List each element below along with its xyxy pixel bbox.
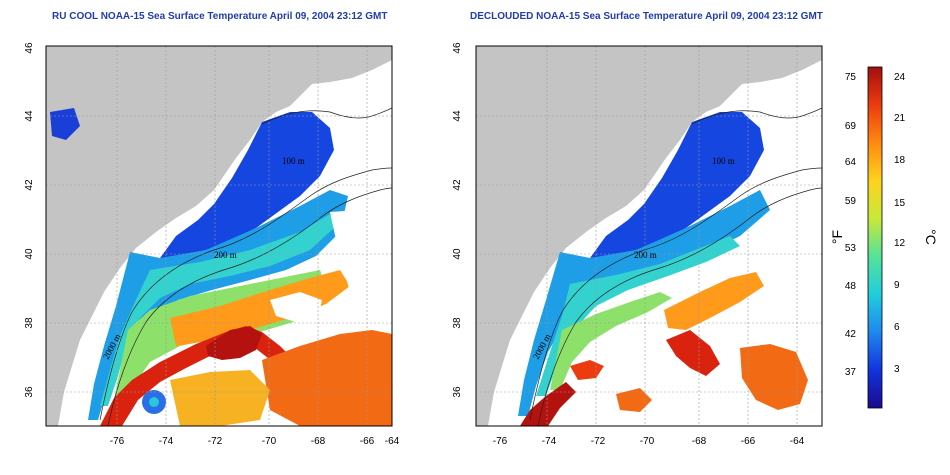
left-lon-tick: -64 [385, 436, 400, 447]
right-lat-ticks: 36 38 40 42 44 46 [452, 42, 463, 398]
gulf-stream-core [100, 326, 302, 426]
warm-patch-center-right [570, 360, 604, 380]
contour-200m [99, 167, 392, 421]
right-lon-tick: -66 [741, 436, 756, 447]
right-map-title: DECLOUDED NOAA-15 Sea Surface Temperatur… [470, 11, 823, 22]
contour-2000m [107, 187, 392, 426]
left-lon-tick: -66 [360, 436, 375, 447]
colorbar-f-tick: 59 [845, 196, 857, 207]
colorbar-f-tick: 69 [845, 121, 857, 132]
contour-100m [261, 107, 392, 125]
colorbar-c-tick: 12 [894, 238, 906, 249]
left-lat-tick: 42 [24, 179, 35, 191]
contour-label-100m-right: 100 m [712, 156, 735, 166]
colorbar-c-tick: 9 [894, 280, 900, 291]
colorbar-c-tick: 21 [894, 113, 906, 124]
colorbar-f-tick: 37 [845, 367, 857, 378]
right-lat-tick: 46 [452, 42, 463, 54]
left-map-title: RU COOL NOAA-15 Sea Surface Temperature … [52, 11, 388, 22]
colorbar-f-tick: 48 [845, 281, 857, 292]
right-lat-tick: 36 [452, 386, 463, 398]
left-lon-tick: -74 [159, 436, 174, 447]
right-lon-tick: -70 [640, 436, 655, 447]
right-lon-tick: -64 [790, 436, 805, 447]
warm-ring-red [206, 326, 262, 360]
left-lat-tick: 44 [24, 110, 35, 122]
slope-water-green-right [550, 292, 672, 390]
left-lon-tick: -70 [262, 436, 277, 447]
right-map-content [476, 46, 822, 426]
left-lat-tick: 36 [24, 386, 35, 398]
cold-water-nw-patch [50, 108, 80, 140]
colorbar-c-ticks: 24 21 18 15 12 9 6 3 [894, 72, 906, 375]
contour-200m-right [529, 167, 822, 421]
colorbar-f-ticks: 75 69 64 59 53 48 42 37 [845, 72, 857, 378]
right-lon-tick: -76 [493, 436, 508, 447]
left-lat-tick: 40 [24, 248, 35, 260]
left-map-frame [45, 45, 393, 427]
shelf-slope-water-right [536, 236, 740, 396]
colorbar-f-tick: 53 [845, 243, 857, 254]
right-lat-tick: 40 [452, 248, 463, 260]
colorbar-c-tick: 6 [894, 322, 900, 333]
contour-label-100m-left: 100 m [282, 156, 305, 166]
left-lon-tick: -72 [208, 436, 223, 447]
left-grid [46, 46, 392, 426]
right-lon-ticks: -76 -74 -72 -70 -68 -66 -64 [493, 436, 805, 447]
right-lon-tick: -72 [591, 436, 606, 447]
colorbar-c-tick: 24 [894, 72, 906, 83]
cold-eddy-core [149, 397, 159, 407]
right-lat-tick: 44 [452, 110, 463, 122]
left-lat-ticks: 36 38 40 42 44 46 [24, 42, 35, 398]
land-north-america-right [476, 46, 822, 426]
right-map: 100 m 200 m 2000 m [475, 45, 823, 427]
warm-patch-far-south-right [616, 388, 652, 412]
colorbar-c-tick: 15 [894, 198, 906, 209]
sargasso-warm-water [262, 330, 392, 426]
left-lon-ticks: -76 -74 -72 -70 -68 -66 -64 [110, 436, 400, 447]
gulf-stream-south-right [520, 382, 576, 426]
left-lon-tick: -68 [311, 436, 326, 447]
right-map-frame [475, 45, 823, 427]
left-lon-tick: -76 [110, 436, 125, 447]
contour-2000m-right [537, 187, 822, 426]
right-grid [476, 46, 822, 426]
colorbar-c-tick: 18 [894, 155, 906, 166]
contour-100m-right [691, 107, 822, 125]
left-lat-tick: 46 [24, 42, 35, 54]
right-lat-tick: 38 [452, 317, 463, 329]
colorbar-unit-fahrenheit: °F [829, 230, 845, 244]
colorbar-c-tick: 3 [894, 364, 900, 375]
warm-patch-se-right [740, 344, 808, 410]
colorbar-unit-celsius: °C [923, 229, 939, 245]
right-lat-tick: 42 [452, 179, 463, 191]
colorbar-f-tick: 75 [845, 72, 857, 83]
colorbar-scale [867, 66, 883, 409]
cloud-gap-se [270, 292, 322, 322]
right-lon-tick: -74 [542, 436, 557, 447]
sargasso-mix [170, 370, 270, 426]
left-map: 100 m 200 m 2000 m [45, 45, 393, 427]
cloud-gap-east [330, 210, 392, 310]
colorbar-f-tick: 42 [845, 329, 857, 340]
colorbar: 75 69 64 59 53 48 42 37 24 21 18 15 12 9… [829, 66, 939, 409]
gulf-stream-core-right [666, 330, 720, 376]
contour-label-200m-right: 200 m [634, 250, 657, 260]
left-map-content [46, 46, 392, 426]
contour-label-200m-left: 200 m [214, 250, 237, 260]
shelf-slope-water [100, 214, 336, 406]
land-north-america [46, 46, 392, 426]
right-lon-tick: -68 [692, 436, 707, 447]
left-lat-tick: 38 [24, 317, 35, 329]
colorbar-f-tick: 64 [845, 157, 857, 168]
gulf-stream-orange-right [664, 272, 764, 330]
